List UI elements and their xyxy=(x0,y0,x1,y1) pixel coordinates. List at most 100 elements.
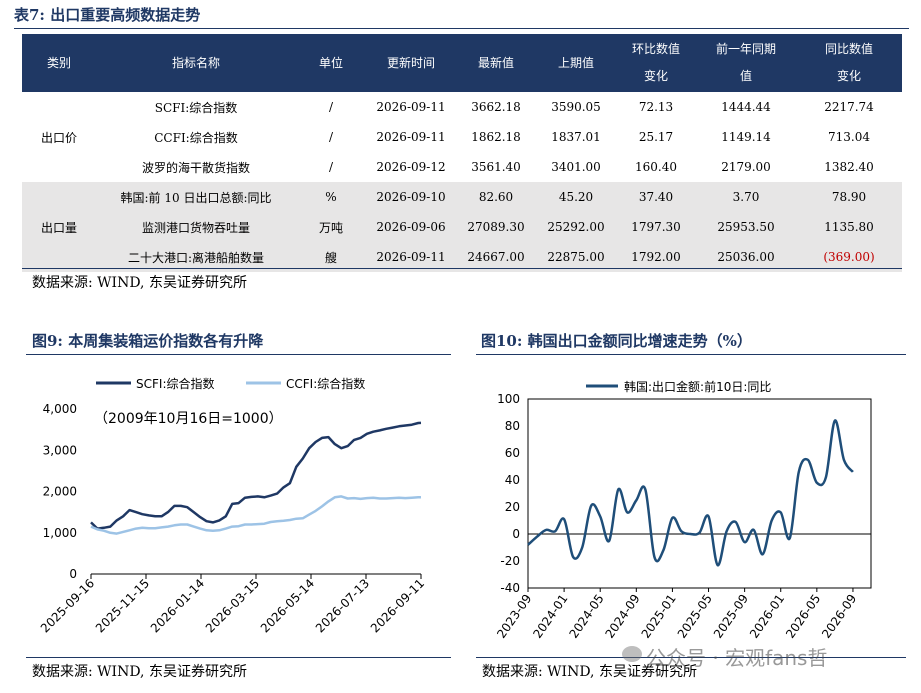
figure9-bottom-rule xyxy=(26,657,451,658)
table-row: 波罗的海干散货指数 / 2026-09-12 3561.40 3401.00 1… xyxy=(22,152,902,182)
indicator-cell: 波罗的海干散货指数 xyxy=(141,160,250,175)
y-tick-label: 80 xyxy=(505,419,520,433)
y-tick-label: 4,000 xyxy=(43,402,77,416)
header-latest: 最新值 xyxy=(456,34,536,92)
header-indicator: 指标名称 xyxy=(96,34,296,92)
latest-cell: 27089.30 xyxy=(456,212,536,242)
indicator-cell: 监测港口货物吞吐量 xyxy=(96,212,296,242)
y-tick-label: 3,000 xyxy=(43,443,77,457)
header-mom-line2: 变化 xyxy=(643,69,668,83)
x-tick-label: 2026-07-13 xyxy=(313,576,372,635)
mom-cell: 160.40 xyxy=(635,160,677,174)
yearago-cell: 3.70 xyxy=(696,182,796,212)
x-tick-label: 2025-09-16 xyxy=(38,576,97,635)
title-rule xyxy=(14,28,909,29)
header-yearago-line1: 前一年同期 xyxy=(715,42,776,56)
update-cell: 2026-09-06 xyxy=(366,212,456,242)
figure9-chart: 0 1,000 2,000 3,000 4,000 2025-09-162025-11-1… xyxy=(38,376,427,635)
yearago-cell: 1149.14 xyxy=(721,130,771,144)
unit-cell: / xyxy=(328,130,334,144)
plot-frame xyxy=(527,398,872,589)
x-tick-label: 2025-05 xyxy=(675,592,715,641)
mom-cell: 72.13 xyxy=(638,100,674,114)
header-category: 类别 xyxy=(22,34,96,92)
update-cell: 2026-09-12 xyxy=(376,160,446,174)
yearago-cell: 1444.44 xyxy=(721,100,771,114)
yoy-cell-negative: (369.00) xyxy=(796,242,902,272)
x-tick-label: 2025-11-15 xyxy=(93,576,152,635)
category-cell: 出口价 xyxy=(40,130,77,145)
x-tick-label: 2026-09 xyxy=(819,592,859,641)
y-tick-label: 2,000 xyxy=(43,485,77,499)
x-tick-label: 2026-05-14 xyxy=(258,576,317,635)
latest-cell: 82.60 xyxy=(456,182,536,212)
yoy-cell: 1382.40 xyxy=(824,160,874,174)
y-tick-label: 0 xyxy=(512,527,520,541)
header-previous: 上期值 xyxy=(536,34,616,92)
export-data-table: 类别 指标名称 单位 更新时间 最新值 上期值 环比数值变化 前一年同期值 同比… xyxy=(22,34,902,272)
x-tick-label: 2023-09 xyxy=(494,592,534,641)
mom-cell: 25.17 xyxy=(638,130,674,144)
header-mom-line1: 环比数值 xyxy=(631,42,680,56)
y-tick-label: -40 xyxy=(500,581,520,595)
figure10-bottom-rule xyxy=(476,657,906,658)
yearago-cell: 2179.00 xyxy=(721,160,771,174)
table-header-row: 类别 指标名称 单位 更新时间 最新值 上期值 环比数值变化 前一年同期值 同比… xyxy=(22,34,902,92)
yoy-cell: 713.04 xyxy=(828,130,870,144)
table-row: 二十大港口:离港船舶数量 艘 2026-09-11 24667.00 22875… xyxy=(22,242,902,272)
y-tick-label: 40 xyxy=(505,473,520,487)
header-yoy-line2: 变化 xyxy=(836,69,861,83)
y-tick-label: 60 xyxy=(505,446,520,460)
mom-cell: 1792.00 xyxy=(616,242,696,272)
unit-cell: 万吨 xyxy=(296,212,366,242)
indicator-cell: SCFI:综合指数 xyxy=(154,100,238,115)
latest-cell: 3561.40 xyxy=(471,160,521,174)
figure10-chart: -40-200204060801002023-092024-012024-052… xyxy=(494,379,872,641)
x-tick-label: 2026-01 xyxy=(747,592,787,641)
header-yoy-line1: 同比数值 xyxy=(824,42,873,56)
update-cell: 2026-09-11 xyxy=(376,130,446,144)
figure9-top-rule xyxy=(26,354,451,355)
x-tick-label: 2026-09-11 xyxy=(368,576,427,635)
unit-cell: / xyxy=(328,100,334,114)
category-cell: 出口量 xyxy=(22,182,96,272)
series-line-korea xyxy=(527,419,854,567)
unit-cell: / xyxy=(328,160,334,174)
series-line-scfi xyxy=(90,421,422,530)
yoy-cell: 78.90 xyxy=(796,182,902,212)
x-tick-label: 2026-05 xyxy=(783,592,823,641)
mom-cell: 37.40 xyxy=(616,182,696,212)
y-tick-label: 100 xyxy=(497,392,520,406)
table-row: CCFI:综合指数 / 2026-09-11 1862.18 1837.01 2… xyxy=(22,122,902,152)
figure10-top-rule xyxy=(476,354,906,355)
header-update: 更新时间 xyxy=(366,34,456,92)
table-row: 监测港口货物吞吐量 万吨 2026-09-06 27089.30 25292.0… xyxy=(22,212,902,242)
yearago-cell: 25953.50 xyxy=(696,212,796,242)
y-tick-label: 0 xyxy=(69,567,77,581)
y-tick-label: -20 xyxy=(500,554,520,568)
latest-cell: 3662.18 xyxy=(471,100,521,114)
previous-cell: 25292.00 xyxy=(536,212,616,242)
header-unit: 单位 xyxy=(296,34,366,92)
header-mom: 环比数值 变化 xyxy=(616,34,696,92)
header-yearago-line2: 值 xyxy=(739,69,752,83)
x-tick-label: 2024-05 xyxy=(566,592,606,641)
header-yoy: 同比数值 变化 xyxy=(796,34,902,92)
y-tick-label: 20 xyxy=(505,500,520,514)
indicator-cell: 韩国:前 10 日出口总额:同比 xyxy=(96,182,296,212)
previous-cell: 3401.00 xyxy=(551,160,601,174)
yoy-cell: 1135.80 xyxy=(796,212,902,242)
previous-cell: 45.20 xyxy=(536,182,616,212)
x-tick-label: 2026-03-15 xyxy=(203,576,262,635)
legend-label: SCFI:综合指数 xyxy=(136,376,214,391)
x-tick-label: 2025-09 xyxy=(711,592,751,641)
table-source: 数据来源: WIND, 东吴证券研究所 xyxy=(32,275,247,291)
previous-cell: 1837.01 xyxy=(551,130,601,144)
table-row: 出口价 SCFI:综合指数 / 2026-09-11 3662.18 3590.… xyxy=(22,92,902,145)
table-row: 出口量 韩国:前 10 日出口总额:同比 % 2026-09-10 82.60 … xyxy=(22,182,902,272)
latest-cell: 24667.00 xyxy=(456,242,536,272)
unit-cell: % xyxy=(296,182,366,212)
indicator-cell: CCFI:综合指数 xyxy=(154,130,238,145)
watermark: 公众号 · 宏观fans哲 xyxy=(646,646,828,670)
legend-label: 韩国:出口金额:前10日:同比 xyxy=(624,379,771,394)
